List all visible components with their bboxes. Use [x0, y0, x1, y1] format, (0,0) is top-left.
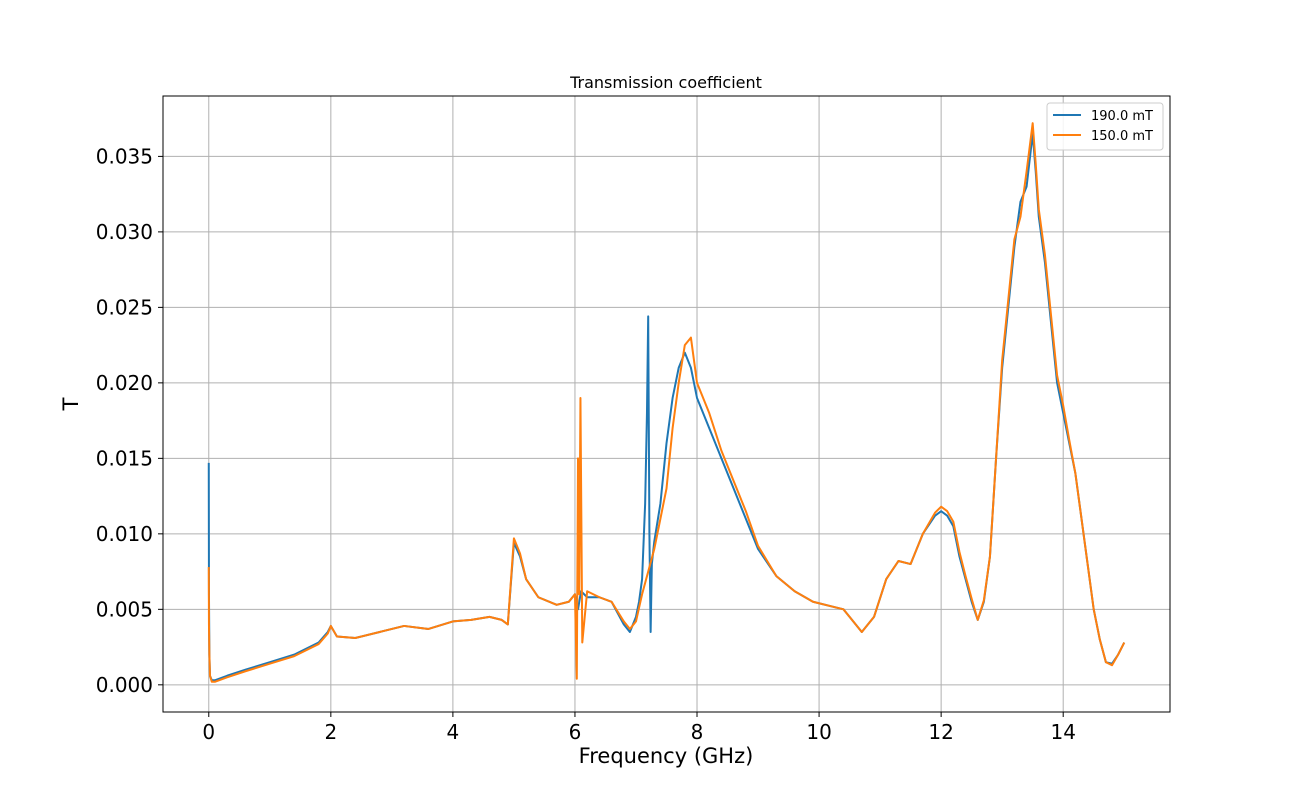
axis-ticks: 0 2 4 6 8 10 12 14 0.000 0.005 0.010 0.015 0.020 0.02…	[96, 144, 1076, 744]
grid	[163, 96, 1170, 712]
legend: 190.0 mT 150.0 mT	[1046, 102, 1164, 151]
x-axis-label: Frequency (GHz)	[579, 744, 754, 768]
x-tick-label: 0	[202, 720, 215, 744]
y-tick-label: 0.000	[96, 673, 153, 697]
x-tick-label: 14	[1050, 720, 1075, 744]
x-tick-label: 10	[806, 720, 831, 744]
series-layer	[207, 122, 1126, 683]
chart-title: Transmission coefficient	[569, 73, 762, 92]
series-line-150-0-mT	[207, 122, 1126, 683]
x-tick-label: 12	[928, 720, 953, 744]
y-tick-label: 0.005	[96, 597, 153, 621]
y-tick-label: 0.030	[96, 220, 153, 244]
y-tick-label: 0.035	[96, 144, 153, 168]
legend-label-190mT: 190.0 mT	[1091, 109, 1153, 124]
x-tick-label: 6	[569, 720, 582, 744]
y-axis-label: T	[59, 397, 83, 411]
legend-label-150mT: 150.0 mT	[1091, 129, 1153, 144]
x-tick-label: 2	[324, 720, 337, 744]
y-tick-label: 0.010	[96, 522, 153, 546]
plot-area-frame	[162, 95, 1171, 713]
y-tick-label: 0.025	[96, 295, 153, 319]
x-tick-label: 8	[691, 720, 704, 744]
x-tick-label: 4	[447, 720, 460, 744]
y-tick-label: 0.020	[96, 371, 153, 395]
y-tick-label: 0.015	[96, 446, 153, 470]
